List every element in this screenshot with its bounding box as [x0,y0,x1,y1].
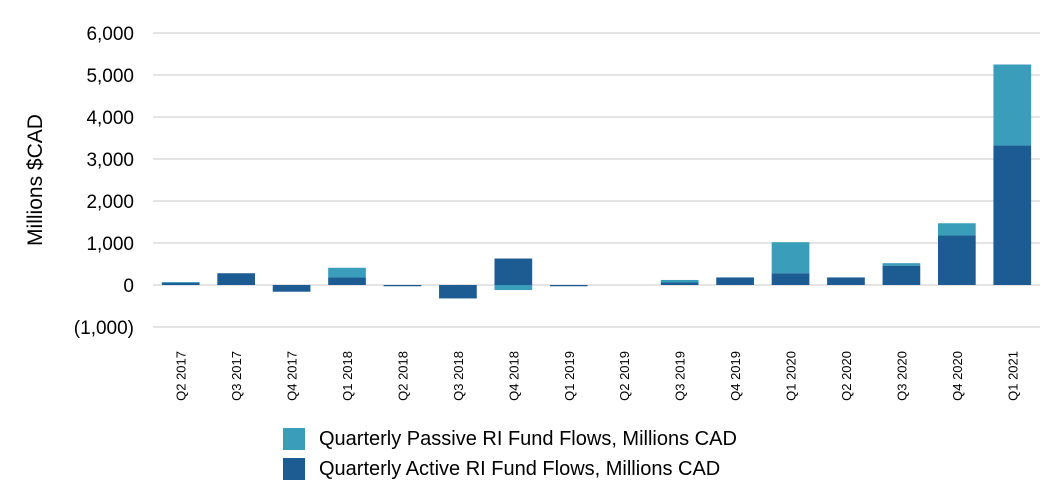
x-tick-label: Q4 2019 [728,351,743,401]
y-tick-label: 2,000 [86,192,134,213]
x-tick-label: Q3 2019 [673,351,688,401]
bar-active [937,235,976,285]
y-axis-ticks: 6,000 5,000 4,000 3,000 2,000 1,000 0 (1,000) [74,24,134,339]
y-tick-label: 6,000 [86,24,134,45]
x-tick-label: Q2 2020 [839,351,854,401]
legend-label-active: Quarterly Active RI Fund Flows, Millions… [319,457,721,480]
bar-active [882,265,921,285]
legend-swatch-active [283,458,305,480]
y-tick-label: 4,000 [86,108,134,129]
bar-passive [771,242,810,274]
y-tick-label: 5,000 [86,66,134,87]
bar-passive [660,279,699,283]
y-tick-label: 0 [123,276,134,297]
bar-passive [993,64,1032,146]
y-axis-label: Millions $CAD [24,114,47,246]
x-tick-label: Q3 2018 [451,351,466,401]
x-tick-label: Q1 2020 [784,351,799,401]
bar-active [549,285,588,287]
x-tick-label: Q4 2020 [950,351,965,401]
legend-item-active: Quarterly Active RI Fund Flows, Millions… [283,454,737,484]
legend-label-passive: Quarterly Passive RI Fund Flows, Million… [319,427,737,450]
bar-active [827,277,865,285]
bar-active [660,282,699,285]
x-tick-label: Q2 2017 [174,351,189,401]
bar-active [161,282,200,285]
x-tick-label: Q1 2021 [1005,351,1020,401]
bar-passive [494,285,533,291]
bar-active [217,273,256,285]
legend: Quarterly Passive RI Fund Flows, Million… [283,424,737,484]
x-axis-ticks: Q2 2017 Q3 2017 Q4 2017 Q1 2018 Q2 2018 Q3 20… [174,351,1021,401]
bar-passive [161,282,200,284]
x-tick-label: Q3 2017 [229,351,244,401]
x-tick-label: Q3 2020 [894,351,909,401]
bar-active [328,277,366,285]
bar-active [771,273,810,285]
y-tick-label: 3,000 [86,150,134,171]
legend-item-passive: Quarterly Passive RI Fund Flows, Million… [283,424,737,454]
x-tick-label: Q4 2017 [285,351,300,401]
bar-passive [882,263,921,266]
bar-active [272,285,311,292]
x-tick-label: Q2 2019 [617,351,632,401]
bar-active [716,277,754,285]
x-tick-label: Q1 2018 [340,351,355,401]
bar-active [993,145,1032,285]
y-tick-label: 1,000 [86,234,134,255]
chart: Millions $CAD 6,000 5,000 4,000 3,000 2,000 1… [24,24,1040,401]
legend-swatch-passive [283,428,305,450]
bar-active [383,285,422,287]
x-tick-label: Q4 2018 [506,351,521,401]
bar-passive [937,223,976,236]
bar-active [439,285,477,299]
y-tick-label: (1,000) [74,318,134,339]
x-tick-label: Q2 2018 [395,351,410,401]
x-tick-label: Q1 2019 [562,351,577,401]
bars [161,64,1032,299]
bar-active [494,258,533,285]
bar-passive [328,267,366,278]
